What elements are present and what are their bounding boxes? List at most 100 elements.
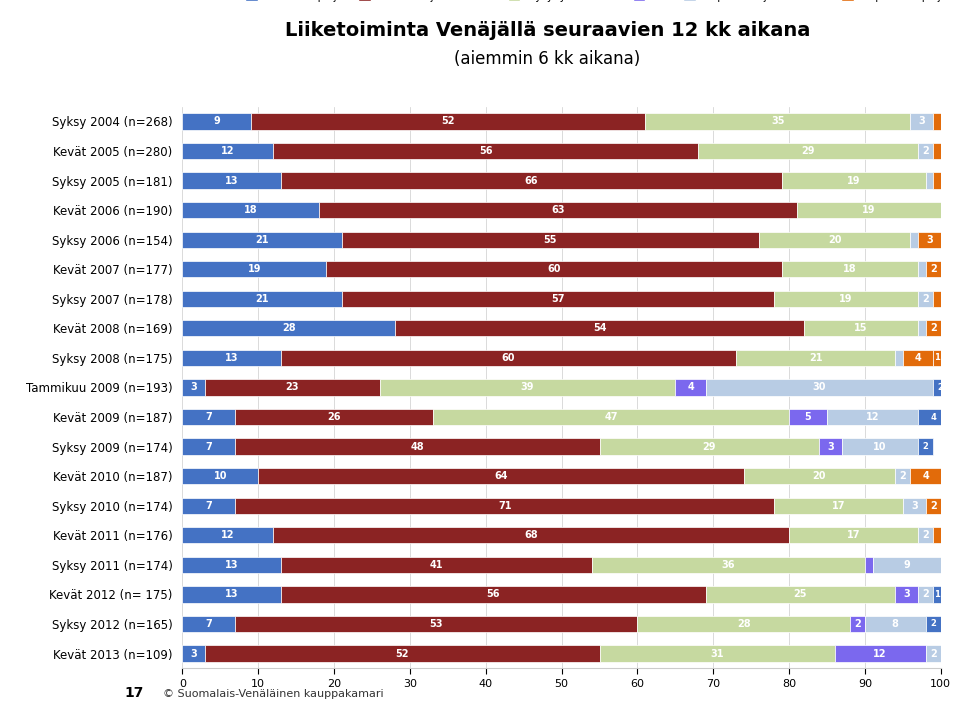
Text: 23: 23 — [286, 383, 300, 392]
Text: 17: 17 — [125, 686, 144, 700]
Text: 2: 2 — [923, 146, 929, 156]
Bar — [205, 646, 599, 662]
Text: 3: 3 — [919, 117, 925, 127]
Text: 28: 28 — [737, 619, 751, 629]
Text: 60: 60 — [502, 353, 516, 363]
Bar — [925, 320, 941, 336]
Text: 4: 4 — [923, 471, 929, 481]
Text: 29: 29 — [802, 146, 815, 156]
Text: 2: 2 — [938, 383, 944, 392]
Bar — [781, 261, 918, 277]
Bar — [182, 616, 235, 632]
Text: 2: 2 — [854, 619, 861, 629]
Bar — [918, 527, 933, 543]
Bar — [933, 113, 941, 129]
Bar — [774, 291, 918, 307]
Text: 47: 47 — [604, 412, 617, 422]
Bar — [925, 646, 941, 662]
Bar — [744, 468, 896, 484]
Bar — [182, 113, 251, 129]
Bar — [873, 557, 941, 573]
Bar — [281, 350, 736, 366]
Bar — [258, 468, 744, 484]
Bar — [933, 380, 948, 395]
Text: 2: 2 — [930, 501, 937, 510]
Text: 28: 28 — [282, 324, 296, 333]
Bar — [182, 527, 274, 543]
Bar — [182, 291, 342, 307]
Bar — [804, 320, 918, 336]
Text: 66: 66 — [524, 176, 538, 186]
Text: 8: 8 — [892, 619, 899, 629]
Bar — [736, 350, 896, 366]
Text: 2: 2 — [923, 294, 929, 304]
Text: 12: 12 — [221, 530, 234, 540]
Bar — [925, 173, 933, 188]
Bar — [896, 350, 902, 366]
Text: 2: 2 — [923, 589, 929, 599]
Text: 52: 52 — [396, 648, 409, 658]
Text: 48: 48 — [411, 442, 424, 451]
Text: 5: 5 — [804, 412, 811, 422]
Text: 13: 13 — [225, 176, 238, 186]
Bar — [865, 616, 925, 632]
Text: 1: 1 — [934, 590, 940, 599]
Text: 12: 12 — [221, 146, 234, 156]
Text: 19: 19 — [862, 205, 876, 215]
Text: 25: 25 — [794, 589, 807, 599]
Bar — [933, 143, 941, 159]
Bar — [281, 173, 781, 188]
Bar — [910, 113, 933, 129]
Bar — [182, 143, 274, 159]
Text: 71: 71 — [498, 501, 512, 510]
Bar — [182, 646, 205, 662]
Bar — [182, 173, 281, 188]
Bar — [933, 173, 941, 188]
Bar — [274, 527, 789, 543]
Bar — [182, 320, 395, 336]
Bar — [781, 173, 925, 188]
Bar — [896, 587, 918, 602]
Bar — [182, 439, 235, 455]
Bar — [251, 113, 645, 129]
Text: 36: 36 — [722, 560, 735, 570]
Text: 55: 55 — [543, 235, 557, 245]
Text: 56: 56 — [479, 146, 492, 156]
Text: 17: 17 — [831, 501, 845, 510]
Bar — [645, 113, 910, 129]
Text: 39: 39 — [520, 383, 534, 392]
Bar — [933, 291, 941, 307]
Text: 56: 56 — [487, 589, 500, 599]
Bar — [902, 498, 925, 514]
Text: 13: 13 — [225, 560, 238, 570]
Bar — [698, 143, 918, 159]
Bar — [865, 557, 873, 573]
Bar — [592, 557, 865, 573]
Bar — [933, 350, 941, 366]
Bar — [182, 557, 281, 573]
Text: 21: 21 — [255, 235, 269, 245]
Text: 7: 7 — [205, 501, 212, 510]
Text: 3: 3 — [926, 235, 933, 245]
Text: 12: 12 — [874, 648, 887, 658]
Bar — [933, 527, 941, 543]
Text: 10: 10 — [874, 442, 887, 451]
Bar — [342, 291, 774, 307]
Bar — [918, 439, 933, 455]
Bar — [820, 439, 842, 455]
Bar — [789, 527, 918, 543]
Bar — [395, 320, 804, 336]
Text: 19: 19 — [847, 176, 860, 186]
Text: 3: 3 — [903, 589, 910, 599]
Bar — [182, 587, 281, 602]
Text: 20: 20 — [813, 471, 827, 481]
Bar — [933, 587, 941, 602]
Text: 19: 19 — [248, 264, 261, 274]
Bar — [637, 616, 850, 632]
Bar — [918, 261, 925, 277]
Bar — [281, 587, 706, 602]
Text: 7: 7 — [205, 619, 212, 629]
Bar — [281, 557, 592, 573]
Text: 13: 13 — [225, 589, 238, 599]
Text: 4: 4 — [687, 383, 694, 392]
